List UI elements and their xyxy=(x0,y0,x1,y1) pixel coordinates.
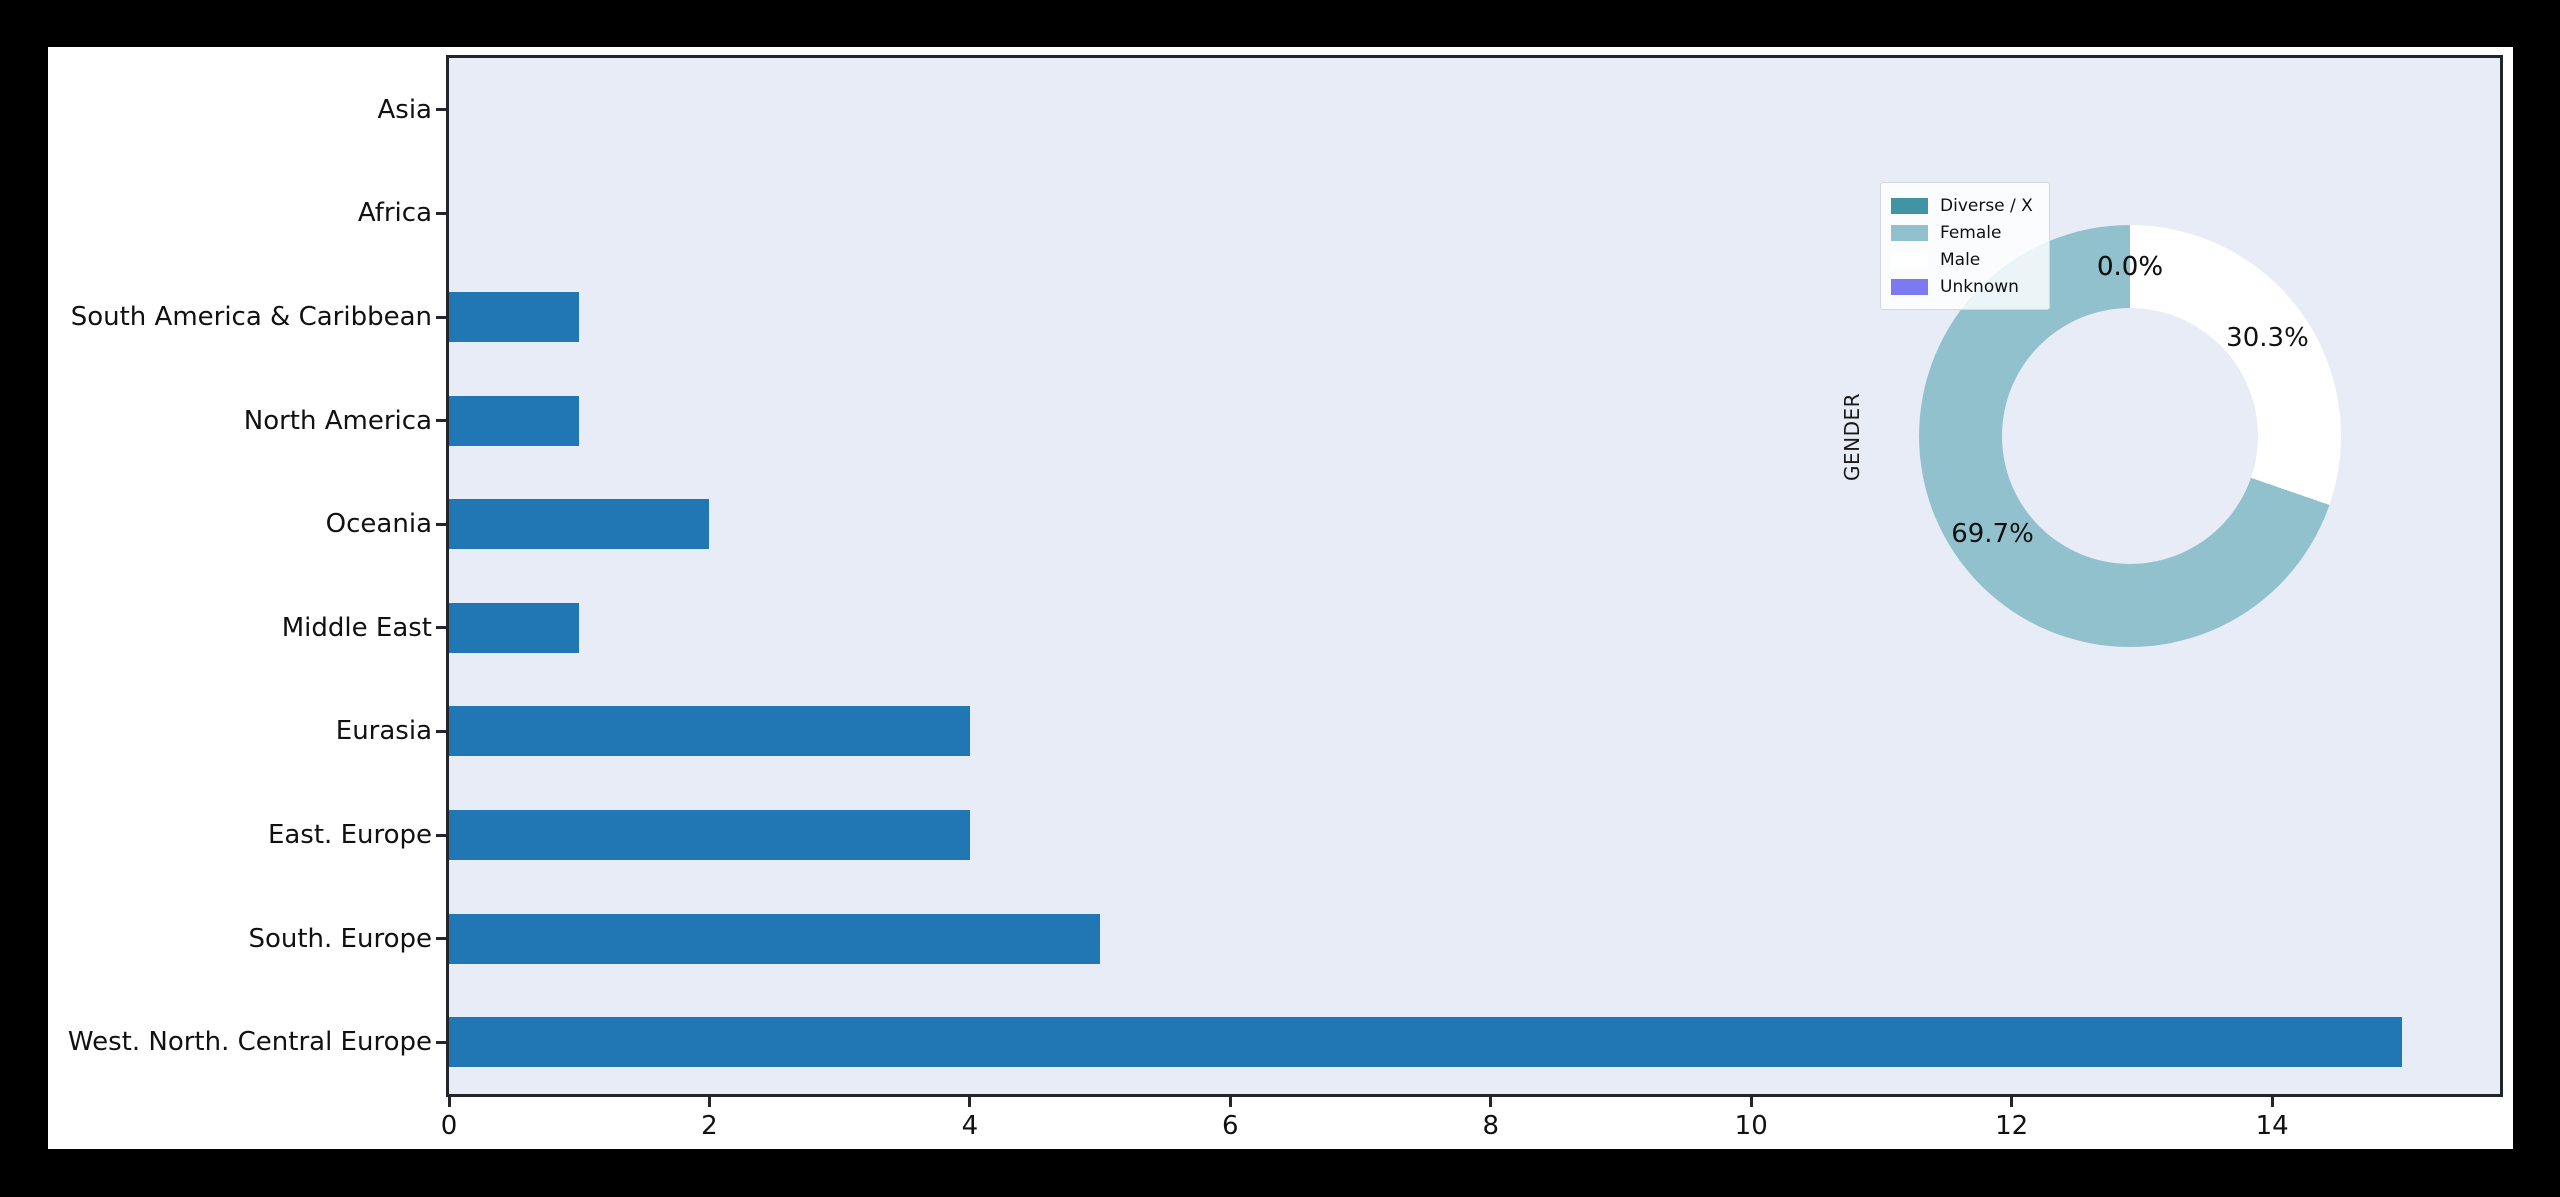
y-tick xyxy=(436,211,446,215)
x-tick-label: 2 xyxy=(701,1111,718,1141)
legend-color-swatch xyxy=(1891,251,1928,268)
y-tick xyxy=(436,1040,446,1044)
x-tick-label: 10 xyxy=(1734,1111,1768,1141)
legend-item: Unknown xyxy=(1891,273,2039,300)
legend-item: Male xyxy=(1891,246,2039,273)
legend-color-swatch xyxy=(1891,197,1928,214)
y-tick xyxy=(436,315,446,319)
x-tick xyxy=(1228,1097,1232,1107)
x-tick-label: 8 xyxy=(1482,1111,1500,1141)
bar xyxy=(449,1017,2402,1068)
x-tick xyxy=(1489,1097,1493,1107)
legend-item-label: Female xyxy=(1940,222,2002,243)
legend-item: Diverse / X xyxy=(1891,192,2039,219)
x-tick xyxy=(447,1097,451,1107)
y-tick-label: Oceania xyxy=(325,509,432,540)
bar xyxy=(449,395,579,446)
pie-ylabel-gender: GENDER xyxy=(1840,392,1864,482)
bar xyxy=(449,499,709,550)
legend-item-label: Diverse / X xyxy=(1940,195,2033,216)
y-tick-label: Middle East xyxy=(281,612,432,643)
y-tick-label: North America xyxy=(243,405,432,436)
pie-percentage-label: 0.0% xyxy=(2096,252,2164,283)
y-tick-label: East. Europe xyxy=(267,820,432,850)
y-tick-label: Asia xyxy=(377,94,433,125)
x-tick-label: 4 xyxy=(961,1111,979,1141)
y-tick-label: Eurasia xyxy=(335,716,432,747)
pie-legend: Diverse / X Female Male Unknown xyxy=(1880,182,2050,310)
bar xyxy=(449,706,970,757)
y-tick-label: Africa xyxy=(357,198,432,229)
legend-item-label: Male xyxy=(1940,249,1981,270)
legend-color-swatch xyxy=(1891,278,1928,295)
y-tick-label: West. North. Central Europe xyxy=(67,1027,432,1058)
x-tick xyxy=(2010,1097,2014,1107)
bar xyxy=(449,913,1100,964)
x-tick xyxy=(968,1097,972,1107)
y-tick-label: South America & Caribbean xyxy=(70,302,432,332)
bar xyxy=(449,602,579,653)
x-tick xyxy=(707,1097,711,1107)
bar-chart-plot-area: GENDER 0.0% 69.7% 30.3% 0.0% Diverse / X Fema… xyxy=(446,55,2503,1097)
y-tick xyxy=(436,626,446,630)
pie-percentage-label: 30.3% xyxy=(2226,323,2309,354)
y-tick xyxy=(436,108,446,112)
pie-percentage-label: 0.0% xyxy=(2096,252,2164,283)
x-tick-label: 6 xyxy=(1222,1111,1239,1141)
y-tick xyxy=(436,419,446,423)
x-tick xyxy=(2270,1097,2274,1107)
x-tick-label: 0 xyxy=(440,1111,458,1141)
legend-color-swatch xyxy=(1891,224,1928,241)
y-tick-label: South. Europe xyxy=(248,923,432,954)
y-tick xyxy=(436,729,446,733)
y-tick xyxy=(436,833,446,837)
bar xyxy=(449,292,579,342)
x-tick-label: 12 xyxy=(1995,1111,2029,1141)
x-tick-label: 14 xyxy=(2255,1111,2289,1141)
donut-hole xyxy=(2002,308,2258,564)
y-tick xyxy=(436,937,446,941)
y-tick xyxy=(436,522,446,526)
legend-item-label: Unknown xyxy=(1940,276,2019,297)
legend-item: Female xyxy=(1891,219,2039,246)
x-tick xyxy=(1749,1097,1753,1107)
pie-percentage-label: 69.7% xyxy=(1951,518,2034,549)
bar xyxy=(449,810,970,860)
matplotlib-figure: GENDER 0.0% 69.7% 30.3% 0.0% Diverse / X Fema… xyxy=(48,47,2513,1149)
